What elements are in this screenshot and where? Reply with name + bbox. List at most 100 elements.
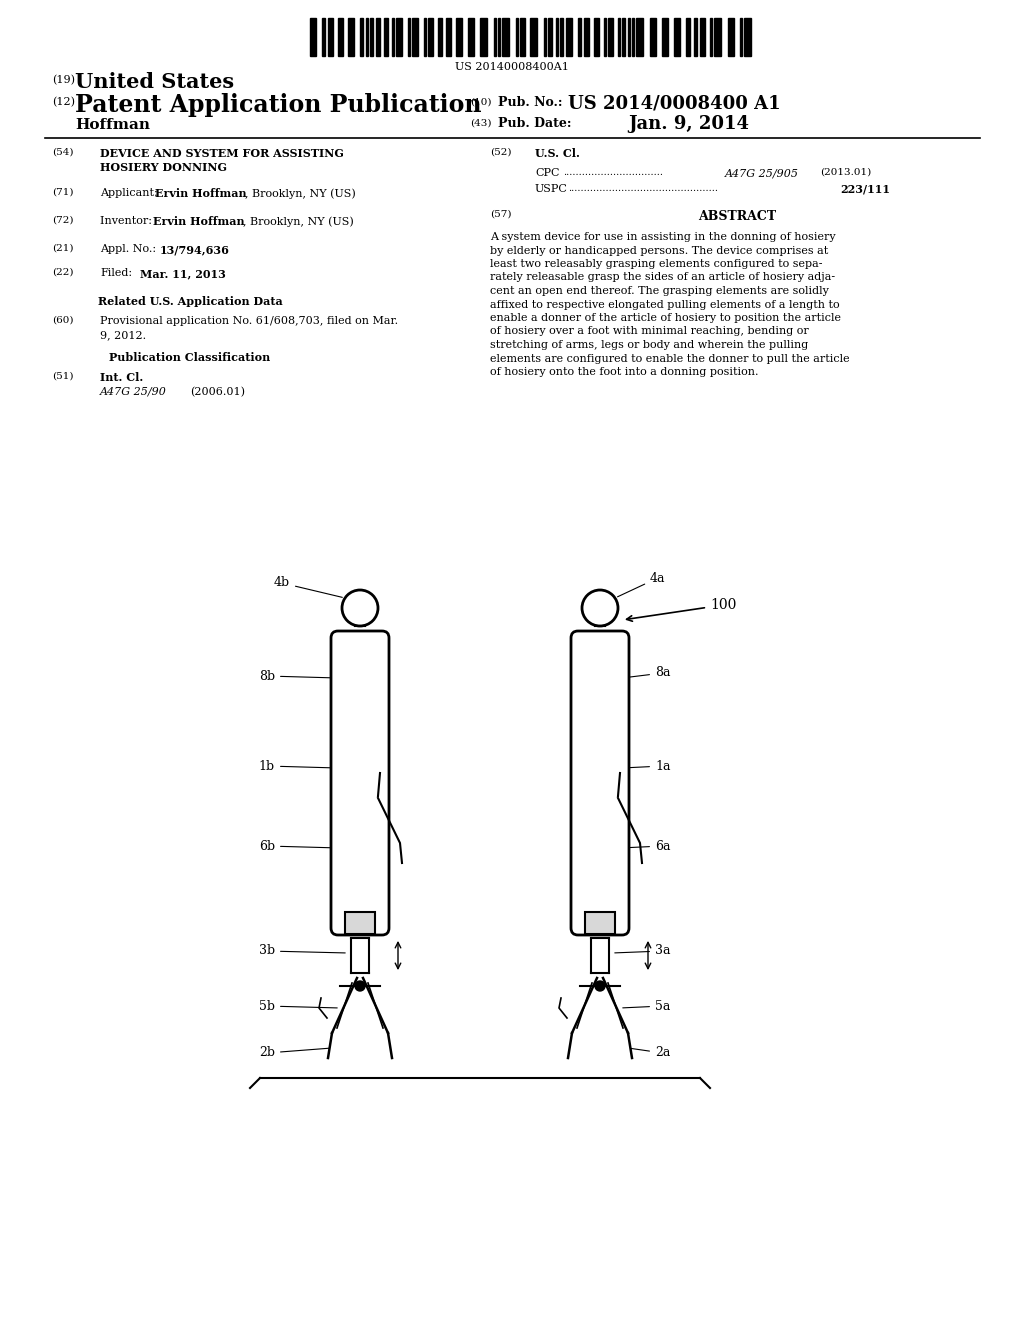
Text: of hosiery onto the foot into a donning position.: of hosiery onto the foot into a donning … [490,367,759,378]
Bar [438,18,442,55]
Bar [560,18,563,55]
Text: 2b: 2b [259,1047,330,1060]
Text: 4a: 4a [617,572,666,597]
Text: 13/794,636: 13/794,636 [160,244,229,255]
Bar [360,18,362,55]
Bar [710,18,712,55]
Bar [728,18,734,55]
Bar [502,18,509,55]
Bar [345,912,375,935]
Bar [608,18,613,55]
Text: DEVICE AND SYSTEM FOR ASSISTING: DEVICE AND SYSTEM FOR ASSISTING [100,148,344,158]
Text: CPC: CPC [535,168,559,178]
Text: Hoffman: Hoffman [75,117,150,132]
Text: Filed:: Filed: [100,268,132,279]
Text: (72): (72) [52,216,74,224]
Text: Jan. 9, 2014: Jan. 9, 2014 [628,115,749,133]
Bar [366,18,368,55]
Text: Ervin Hoffman: Ervin Hoffman [155,187,247,199]
Bar [376,18,380,55]
Text: enable a donner of the article of hosiery to position the article: enable a donner of the article of hosier… [490,313,841,323]
Text: Mar. 11, 2013: Mar. 11, 2013 [140,268,226,279]
Text: Applicant:: Applicant: [100,187,161,198]
Text: stretching of arms, legs or body and wherein the pulling: stretching of arms, legs or body and whe… [490,341,808,350]
Bar [585,912,615,935]
Text: by elderly or handicapped persons. The device comprises at: by elderly or handicapped persons. The d… [490,246,828,256]
Bar [544,18,546,55]
FancyBboxPatch shape [331,631,389,935]
Text: elements are configured to enable the donner to pull the article: elements are configured to enable the do… [490,354,850,363]
Bar [520,18,525,55]
Bar [498,18,500,55]
Text: (12): (12) [52,96,75,107]
Text: United States: United States [75,73,234,92]
Text: of hosiery over a foot with minimal reaching, bending or: of hosiery over a foot with minimal reac… [490,326,809,337]
Text: least two releasably grasping elements configured to sepa-: least two releasably grasping elements c… [490,259,822,269]
Text: (10): (10) [470,98,492,107]
Bar [566,18,572,55]
Text: rately releasable grasp the sides of an article of hosiery adja-: rately releasable grasp the sides of an … [490,272,836,282]
Bar [556,18,558,55]
Text: 8b: 8b [259,669,335,682]
Text: (2006.01): (2006.01) [190,387,245,397]
Bar [628,18,630,55]
Text: (19): (19) [52,75,75,86]
Bar [412,18,418,55]
Text: (54): (54) [52,148,74,157]
Bar [424,18,426,55]
Bar [632,18,634,55]
Text: 1b: 1b [259,759,335,772]
Bar [584,18,589,55]
Text: US 2014/0008400 A1: US 2014/0008400 A1 [568,94,780,112]
Text: (52): (52) [490,148,512,157]
Text: Inventor:: Inventor: [100,216,159,226]
Bar [700,18,705,55]
Text: (60): (60) [52,315,74,325]
Bar [456,18,462,55]
Bar [370,18,373,55]
Text: 100: 100 [627,598,736,622]
Text: (2013.01): (2013.01) [820,168,871,177]
Text: Publication Classification: Publication Classification [110,352,270,363]
Text: affixed to respective elongated pulling elements of a length to: affixed to respective elongated pulling … [490,300,840,309]
Bar [516,18,518,55]
Text: 9, 2012.: 9, 2012. [100,330,146,341]
Bar [468,18,474,55]
Circle shape [595,981,605,991]
Text: 223/111: 223/111 [840,183,890,195]
Text: USPC: USPC [535,183,568,194]
FancyBboxPatch shape [571,631,629,935]
Text: 1a: 1a [625,759,671,772]
Text: (51): (51) [52,372,74,381]
Text: 3b: 3b [259,945,345,957]
Text: Appl. No.:: Appl. No.: [100,244,156,253]
Bar [636,18,643,55]
Text: U.S. Cl.: U.S. Cl. [535,148,580,158]
Bar [338,18,343,55]
Text: 8a: 8a [625,667,671,680]
Text: ABSTRACT: ABSTRACT [698,210,776,223]
Bar [322,18,325,55]
Bar [662,18,668,55]
Bar [328,18,333,55]
Text: (43): (43) [470,119,492,128]
Bar [446,18,451,55]
Bar [714,18,721,55]
Text: US 20140008400A1: US 20140008400A1 [455,62,569,73]
Text: 4b: 4b [273,577,342,598]
Text: Patent Application Publication: Patent Application Publication [75,92,481,117]
Text: 5b: 5b [259,999,337,1012]
Bar [686,18,690,55]
Text: 6b: 6b [259,840,337,853]
Bar [622,18,625,55]
Bar [594,18,599,55]
Bar [428,18,433,55]
Bar [618,18,620,55]
Text: Pub. Date:: Pub. Date: [498,117,571,129]
Bar [392,18,394,55]
Text: A system device for use in assisting in the donning of hosiery: A system device for use in assisting in … [490,232,836,242]
Text: , Brooklyn, NY (US): , Brooklyn, NY (US) [245,187,355,198]
Text: Related U.S. Application Data: Related U.S. Application Data [97,296,283,308]
Text: 2a: 2a [631,1047,671,1060]
Bar [740,18,742,55]
